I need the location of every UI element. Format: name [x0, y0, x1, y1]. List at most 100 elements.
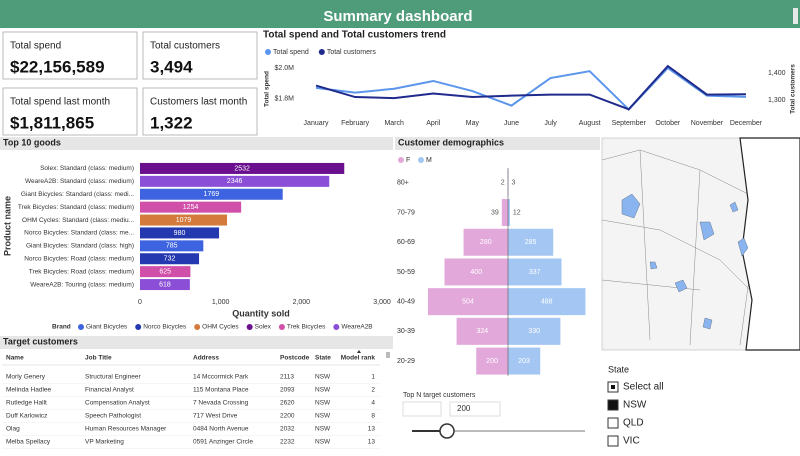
- card-label: Total spend: [10, 41, 61, 52]
- y-tick-label: 60-69: [397, 239, 415, 246]
- table-cell: 115 Montana Place: [193, 387, 249, 394]
- y-tick-label: 80+: [397, 180, 409, 187]
- section-band: [0, 336, 393, 349]
- pyramid-bar: [476, 347, 508, 375]
- checkbox[interactable]: [607, 399, 619, 411]
- legend-title: Brand: [52, 324, 71, 331]
- x-tick-label: October: [655, 120, 681, 127]
- y-tick-label: 50-59: [397, 269, 415, 276]
- scrollbar: [386, 352, 390, 358]
- bar-label: 12: [513, 209, 521, 216]
- bar-label: 618: [159, 281, 171, 288]
- table-cell: 4: [371, 400, 375, 407]
- bar-label: 200: [486, 358, 498, 365]
- bar-label: 2346: [227, 178, 243, 185]
- slicer-item[interactable]: NSW: [623, 400, 647, 411]
- legend-marker: [194, 324, 201, 330]
- bar-label: 2: [501, 180, 505, 187]
- legend-label: Giant Bicycles: [86, 324, 128, 331]
- column-header[interactable]: Postcode: [280, 355, 310, 362]
- table-cell: NSW: [315, 374, 331, 381]
- table-cell: Speech Pathologist: [85, 413, 141, 420]
- checkbox[interactable]: [607, 435, 619, 447]
- column-header[interactable]: Model rank: [341, 355, 376, 362]
- bar-label: 203: [518, 358, 530, 365]
- table-cell: 2032: [280, 426, 295, 433]
- table-cell: 2113: [280, 374, 294, 381]
- legend-marker: [78, 324, 84, 330]
- input-box[interactable]: [402, 401, 442, 417]
- table-cell: NSW: [315, 400, 331, 407]
- table-cell: Rutledge Hallt: [6, 400, 47, 407]
- x-tick-label: 0: [138, 299, 142, 306]
- legend-label: F: [406, 157, 410, 164]
- legend-label: Total customers: [327, 49, 377, 56]
- table-cell: 2: [371, 387, 375, 394]
- y-tick-label: $2.0M: [275, 65, 295, 72]
- bar: [140, 188, 283, 200]
- x-tick-label: June: [504, 120, 519, 127]
- bar-label: 2532: [234, 165, 250, 172]
- section-band: [395, 137, 600, 150]
- slider-handle[interactable]: [439, 423, 455, 439]
- pyramid-bar: [508, 347, 541, 375]
- card-label: Total spend last month: [10, 97, 110, 108]
- map: [601, 137, 800, 351]
- table-cell: NSW: [315, 413, 331, 420]
- column-header[interactable]: Address: [193, 355, 219, 362]
- bar: [140, 227, 220, 239]
- column-header[interactable]: Name: [6, 355, 24, 362]
- legend-marker: [278, 324, 285, 330]
- table-cell: 7 Nevada Crossing: [193, 400, 249, 407]
- card: [2, 87, 138, 136]
- card-label: Total customers: [150, 41, 220, 52]
- y-tick-label: OHM Cycles: Standard (class: mediu...: [22, 217, 134, 224]
- legend-label: WeareA2B: [341, 324, 372, 331]
- y2-tick-label: 1,400: [768, 70, 786, 77]
- y-tick-label: Norco Bicycles: Road (class: medium): [24, 255, 134, 262]
- legend-marker: [246, 324, 253, 330]
- legend-label: Total spend: [273, 49, 309, 56]
- section-title: Customer demographics: [398, 137, 504, 147]
- slicer-item[interactable]: QLD: [623, 418, 644, 429]
- column-header[interactable]: Job Title: [85, 355, 112, 362]
- bar: [140, 214, 228, 226]
- table-cell: 2620: [280, 400, 295, 407]
- bar: [140, 162, 345, 174]
- card: [2, 31, 138, 80]
- legend-marker: [265, 49, 271, 55]
- table-cell: 2093: [280, 387, 295, 394]
- dashboard-title: Summary dashboard: [323, 8, 472, 25]
- table-cell: Human Resources Manager: [85, 426, 167, 433]
- slicer-item[interactable]: Select all: [623, 382, 664, 393]
- bar-label: 285: [525, 239, 537, 246]
- column-header[interactable]: State: [315, 355, 331, 362]
- table-cell: 13: [368, 426, 376, 433]
- bar-label: 1769: [204, 191, 220, 198]
- card: [142, 31, 258, 80]
- x-tick-label: February: [341, 120, 370, 127]
- y-tick-label: Trek Bicycles: Standard (class: medium): [18, 204, 134, 211]
- card-value: 3,494: [150, 57, 193, 76]
- header-bar: [0, 0, 800, 28]
- input-box[interactable]: [449, 401, 501, 417]
- checkbox[interactable]: [607, 417, 619, 429]
- y-tick-label: WeareA2B: Standard (class: medium): [25, 178, 134, 185]
- table-cell: NSW: [315, 426, 331, 433]
- bar-label: 732: [164, 256, 176, 263]
- table-cell: Compensation Analyst: [85, 400, 150, 407]
- x-tick-label: December: [730, 120, 763, 127]
- pyramid-bar: [456, 317, 508, 345]
- table-cell: 0591 Anzinger Circle: [193, 439, 253, 446]
- axis-title: Product name: [2, 196, 12, 256]
- axis-title: Total spend: [264, 71, 271, 107]
- y-tick-label: $1.8M: [275, 96, 295, 103]
- pyramid-bar: [444, 258, 508, 286]
- slicer-item[interactable]: VIC: [623, 436, 640, 447]
- pyramid-bar: [501, 199, 508, 227]
- pyramid-bar: [508, 228, 554, 256]
- legend-label: M: [426, 157, 432, 164]
- bar: [140, 201, 242, 213]
- bar-label: 3: [511, 180, 515, 187]
